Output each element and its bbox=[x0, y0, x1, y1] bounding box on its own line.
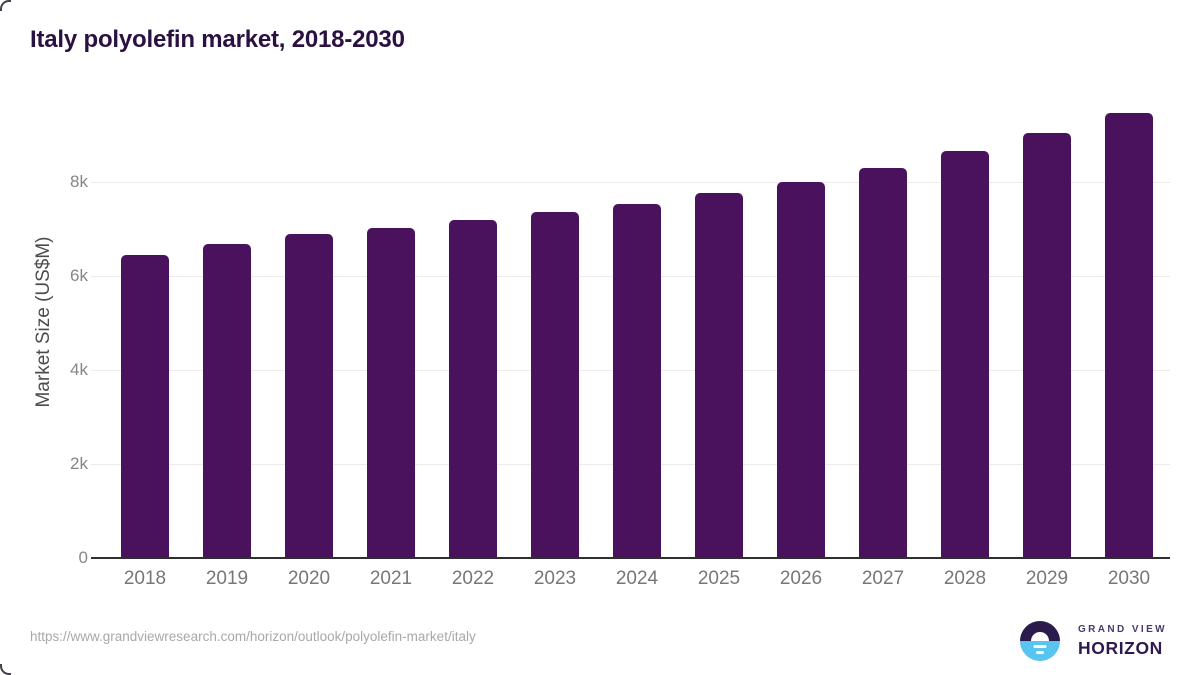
bar-2024[interactable] bbox=[613, 204, 661, 558]
frame-corner-top-left bbox=[0, 0, 11, 11]
bar-2023[interactable] bbox=[531, 212, 579, 558]
bar-2027[interactable] bbox=[859, 167, 907, 558]
logo-line-horizon: HORIZON bbox=[1078, 638, 1163, 658]
sun-icon bbox=[1031, 632, 1049, 641]
brand-logo: GRAND VIEW HORIZON bbox=[1020, 621, 1180, 663]
x-tick-label-2023: 2023 bbox=[533, 568, 577, 589]
sun-reflection-dash bbox=[1033, 645, 1047, 648]
bar-2028[interactable] bbox=[941, 151, 989, 558]
bar-2019[interactable] bbox=[203, 243, 251, 558]
y-tick-label-6k: 6k bbox=[70, 266, 88, 285]
bar-2026[interactable] bbox=[777, 182, 825, 558]
y-tick-label-0: 0 bbox=[78, 548, 88, 567]
x-tick-label-2028: 2028 bbox=[943, 568, 987, 589]
bar-2020[interactable] bbox=[285, 233, 333, 558]
bar-2030[interactable] bbox=[1105, 112, 1153, 558]
sun-reflection-dash bbox=[1036, 651, 1044, 654]
x-tick-label-2022: 2022 bbox=[451, 568, 495, 589]
bar-2022[interactable] bbox=[449, 220, 497, 558]
y-tick-label-2k: 2k bbox=[70, 454, 88, 473]
x-tick-label-2024: 2024 bbox=[615, 568, 659, 589]
logo-line-grand-view: GRAND VIEW bbox=[1078, 624, 1167, 635]
x-tick-label-2029: 2029 bbox=[1025, 568, 1069, 589]
x-tick-label-2025: 2025 bbox=[697, 568, 741, 589]
source-url: https://www.grandviewresearch.com/horizo… bbox=[30, 629, 476, 644]
sunrise-horizon-icon bbox=[1020, 621, 1060, 661]
x-tick-label-2019: 2019 bbox=[205, 568, 249, 589]
chart-title: Italy polyolefin market, 2018-2030 bbox=[30, 26, 405, 53]
x-axis-line bbox=[91, 557, 1170, 559]
bar-2029[interactable] bbox=[1023, 132, 1071, 558]
logo-sky bbox=[1020, 621, 1060, 641]
logo-text: GRAND VIEW HORIZON bbox=[1078, 624, 1167, 659]
x-tick-label-2030: 2030 bbox=[1107, 568, 1151, 589]
x-tick-label-2027: 2027 bbox=[861, 568, 905, 589]
y-tick-label-8k: 8k bbox=[70, 172, 88, 191]
frame-corner-bottom-left bbox=[0, 664, 11, 675]
x-tick-label-2026: 2026 bbox=[779, 568, 823, 589]
x-tick-label-2021: 2021 bbox=[369, 568, 413, 589]
bar-2021[interactable] bbox=[367, 228, 415, 558]
bar-2025[interactable] bbox=[695, 192, 743, 558]
gridline-8k bbox=[91, 181, 1170, 183]
y-tick-label-4k: 4k bbox=[70, 360, 88, 379]
x-tick-label-2018: 2018 bbox=[123, 568, 167, 589]
x-tick-label-2020: 2020 bbox=[287, 568, 331, 589]
bar-2018[interactable] bbox=[121, 254, 169, 558]
